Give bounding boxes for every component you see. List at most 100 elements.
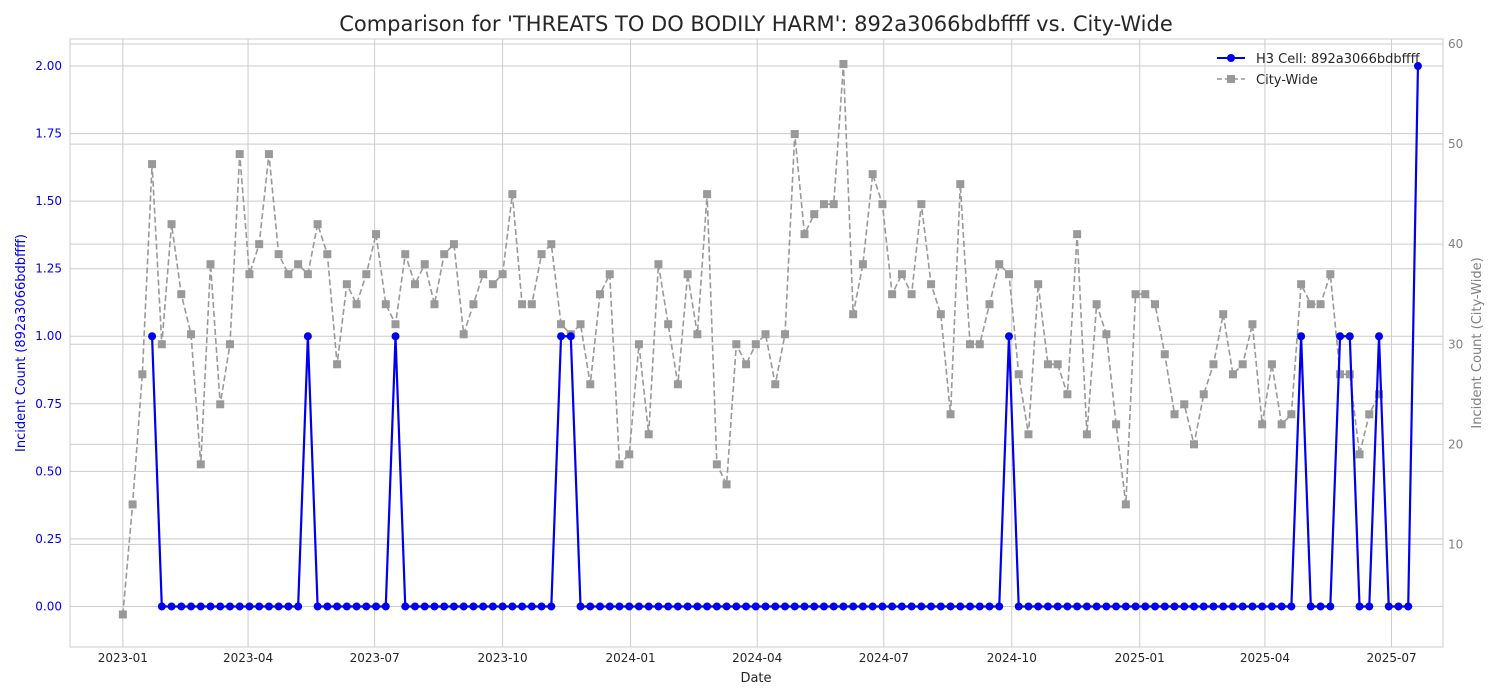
data-point [790,602,799,611]
data-point [1228,370,1237,379]
left-tick-label: 2.00 [35,59,62,73]
data-point [1024,430,1033,439]
data-point [323,602,332,611]
data-point [819,602,828,611]
data-point [342,602,351,611]
data-point [1316,602,1325,611]
x-axis-ticks: 2023-01 2023-04 2023-07 2023-10 2024-01 2024-… [98,651,1417,665]
data-point [537,250,546,259]
data-point [362,602,371,611]
legend-label-h3: H3 Cell: 892a3066bdbffff [1256,52,1421,67]
data-point [138,370,147,379]
data-point [927,280,936,289]
left-tick-label: 0.25 [35,532,62,546]
data-point [264,150,273,159]
chart-title: Comparison for 'THREATS TO DO BODILY HAR… [339,12,1173,36]
data-point [1189,602,1198,611]
right-tick-label: 20 [1448,437,1463,451]
left-tick-label: 1.25 [35,262,62,276]
data-point [196,602,205,611]
data-point [829,602,838,611]
data-point [1365,410,1374,419]
data-point [683,270,692,279]
data-point [401,250,410,259]
data-point [381,602,390,611]
data-point [303,270,312,279]
data-point [410,280,419,289]
data-point [654,260,663,269]
data-point [1073,230,1082,239]
data-point [420,260,429,269]
data-point [1345,370,1354,379]
data-point [440,250,449,259]
data-point [216,602,225,611]
data-point [1092,602,1101,611]
grid [70,39,1443,647]
data-point [1355,450,1364,459]
right-tick-label: 50 [1448,137,1463,151]
left-tick-label: 0.50 [35,464,62,478]
data-point [858,602,867,611]
data-point [1073,602,1082,611]
data-point [537,602,546,611]
data-point [1063,602,1072,611]
left-axis-label: Incident Count (892a3066bdbffff) [14,234,29,452]
data-point [372,602,381,611]
right-tick-label: 30 [1448,337,1463,351]
series-line [122,63,1380,615]
x-tick-label: 2023-10 [478,651,528,665]
data-point [235,602,244,611]
data-point [1082,430,1091,439]
data-point [897,602,906,611]
data-point [1141,602,1150,611]
data-point [1219,310,1228,319]
data-point [1209,602,1218,611]
data-point [615,460,624,469]
series-layer [118,60,1422,619]
data-point [1131,602,1140,611]
data-point [995,602,1004,611]
data-point [664,602,673,611]
left-tick-label: 0.75 [35,397,62,411]
data-point [1014,370,1023,379]
data-point [693,330,702,339]
data-point [1345,332,1354,341]
data-point [1413,62,1422,71]
data-point [362,270,371,279]
data-point [683,602,692,611]
data-point [391,332,400,341]
data-point [751,340,760,349]
data-point [177,602,186,611]
data-point [1034,280,1043,289]
data-point [771,380,780,389]
data-point [927,602,936,611]
data-point [469,602,478,611]
data-point [157,602,166,611]
data-point [1189,440,1198,449]
data-point [274,602,283,611]
data-point [216,400,225,409]
series-h3-cell [148,62,1422,611]
data-point [712,602,721,611]
data-point [975,340,984,349]
data-point [1375,332,1384,341]
data-point [1228,602,1237,611]
data-point [790,130,799,139]
data-point [849,310,858,319]
data-point [508,190,517,199]
data-point [781,330,790,339]
data-point [1180,602,1189,611]
data-point [985,300,994,309]
data-point [313,602,322,611]
data-point [1384,602,1393,611]
legend-marker-citywide [1227,75,1235,83]
x-tick-label: 2023-01 [98,651,148,665]
data-point [907,290,916,299]
data-point [644,602,653,611]
data-point [1141,290,1150,299]
data-point [206,260,215,269]
data-point [1151,602,1160,611]
data-point [177,290,186,299]
data-point [936,310,945,319]
